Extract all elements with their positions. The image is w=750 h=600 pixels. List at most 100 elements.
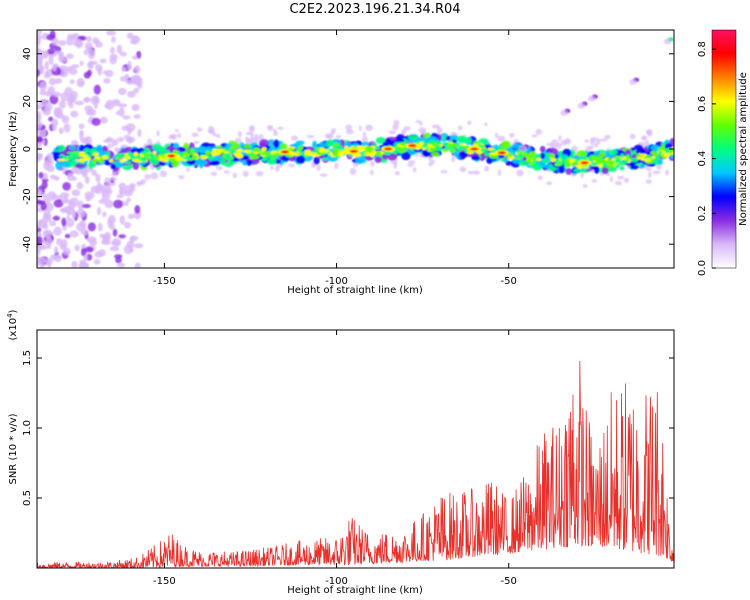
noise-blob — [127, 90, 136, 98]
tail-halo — [577, 102, 586, 109]
noise-blob — [37, 114, 41, 124]
halo-blob — [616, 175, 625, 180]
halo-blob — [334, 162, 339, 170]
noise-blob — [117, 87, 127, 96]
band-blob — [608, 149, 618, 156]
halo-blob — [232, 172, 238, 179]
band-core-blob — [418, 141, 424, 146]
band-blob — [564, 162, 571, 168]
noise-blob — [110, 46, 115, 55]
halo-blob — [555, 142, 562, 149]
halo-blob — [403, 126, 411, 131]
band-core-blob — [364, 146, 373, 152]
band-blob — [375, 136, 387, 145]
band-core-blob — [550, 157, 556, 163]
svg-text:(x104): (x104) — [6, 309, 19, 340]
noise-blob — [69, 79, 75, 85]
noise-blob — [136, 50, 142, 59]
snr-plot: -150 -100 -50 0.5 1.0 1.5 Height of straight… — [6, 309, 675, 596]
band-core-blob — [337, 151, 344, 157]
noise-blob — [37, 141, 41, 147]
noise-blob — [91, 117, 101, 126]
halo-blob — [467, 170, 475, 175]
noise-blob — [96, 207, 102, 216]
halo-blob — [191, 132, 199, 138]
spectrogram-x-label: Height of straight line (km) — [287, 285, 423, 296]
band-core-blob — [655, 156, 660, 161]
noise-blob — [74, 100, 85, 106]
band-blob — [386, 153, 398, 161]
band-core-blob — [439, 143, 444, 147]
noise-blob — [42, 193, 48, 200]
halo-blob — [215, 133, 221, 138]
band-blob — [464, 136, 472, 144]
band-blob — [74, 163, 85, 169]
band-core-blob — [532, 157, 537, 163]
band-core-blob — [191, 155, 197, 160]
halo-blob — [147, 138, 153, 145]
noise-blob — [47, 48, 56, 55]
band-blob — [155, 146, 166, 152]
band-core-blob — [510, 155, 515, 160]
band-core-blob — [620, 153, 624, 158]
band-blob — [355, 156, 364, 165]
band-core-blob — [590, 156, 595, 161]
noise-blob — [69, 230, 79, 238]
noise-blob — [37, 40, 41, 45]
noise-blob — [127, 60, 132, 71]
band-core-blob — [154, 155, 160, 160]
noise-blob — [65, 53, 74, 60]
band-core-blob — [72, 153, 80, 158]
snr-y-scale-note: (x104) — [6, 309, 19, 340]
band-core-blob — [630, 157, 639, 163]
noise-blob — [49, 30, 56, 40]
noise-blob — [109, 246, 120, 252]
colorbar-gradient — [712, 30, 736, 268]
band-core-blob — [527, 154, 536, 158]
noise-blob — [48, 54, 54, 65]
band-core-blob — [555, 160, 560, 164]
tail-halo — [560, 109, 569, 116]
noise-blob — [68, 200, 76, 211]
noise-blob — [53, 246, 59, 254]
noise-blob — [71, 260, 78, 268]
noise-blob — [61, 115, 70, 124]
noise-blob — [107, 214, 116, 225]
tail-halo — [518, 145, 527, 152]
band-core-blob — [664, 148, 670, 154]
noise-blob — [79, 35, 87, 41]
band-blob — [267, 158, 277, 166]
noise-blob — [111, 100, 121, 107]
chart-title: C2E2.2023.196.21.34.R04 — [289, 2, 461, 17]
noise-blob — [37, 137, 44, 142]
noise-blob — [44, 159, 54, 167]
band-blob — [374, 156, 382, 163]
snr-x-tick-label: -150 — [153, 576, 176, 587]
noise-blob — [104, 199, 114, 209]
halo-blob — [546, 181, 553, 186]
noise-blob — [84, 176, 90, 184]
noise-blob — [85, 35, 92, 42]
noise-blob — [52, 91, 61, 97]
band-core-blob — [399, 141, 407, 146]
snr-y-scale-prefix: (x10 — [8, 318, 19, 341]
halo-blob — [412, 167, 417, 173]
colorbar-frame — [711, 29, 737, 269]
noise-blob — [119, 215, 125, 225]
band-core-blob — [344, 145, 349, 150]
halo-blob — [546, 142, 555, 146]
spectrogram-y-tick-label: 40 — [22, 47, 33, 60]
band-core-blob — [488, 152, 497, 156]
halo-blob — [255, 170, 264, 177]
band-core-blob — [479, 148, 488, 153]
noise-blob — [103, 78, 111, 84]
band-core-blob — [260, 151, 267, 156]
colorbar-tick-label: 0.4 — [697, 151, 708, 167]
noise-blob — [77, 200, 84, 210]
noise-blob — [134, 205, 141, 214]
band-core-blob — [237, 148, 243, 153]
halo-blob — [136, 181, 144, 185]
band-core-blob — [442, 148, 448, 153]
halo-blob — [365, 124, 373, 132]
